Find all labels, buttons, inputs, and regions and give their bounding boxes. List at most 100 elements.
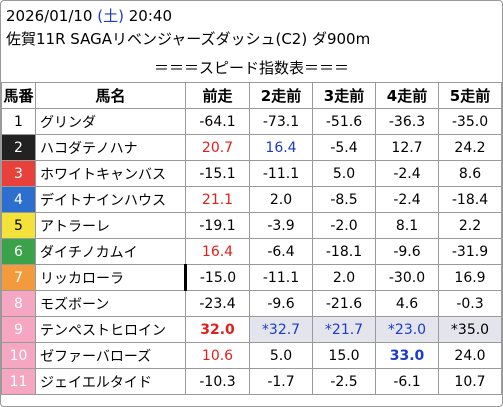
horse-number: 8 <box>1 290 36 317</box>
table-row: 5 アトラーレ -19.1 -3.9 -2.0 8.1 2.2 <box>1 212 502 239</box>
table-row: 10 ゼファーバローズ 10.6 5.0 15.0 33.0 24.0 <box>1 342 502 369</box>
horse-number: 3 <box>1 160 36 187</box>
speed-value: -11.1 <box>249 160 313 187</box>
speed-value: -51.6 <box>312 108 376 135</box>
speed-value: -36.3 <box>375 108 439 135</box>
horse-number: 5 <box>1 212 36 239</box>
race-name: 佐賀11R SAGAリベンジャーズダッシュ(C2) ダ900m <box>6 30 371 48</box>
speed-value: -9.6 <box>375 238 439 265</box>
table-row: 7 リッカローラ -15.0 -11.1 2.0 -30.0 16.9 <box>1 264 502 291</box>
col-header-2nd: 2走前 <box>249 82 313 109</box>
horse-number: 7 <box>1 264 36 291</box>
table-row: 4 デイトナインハウス 21.1 2.0 -8.5 -2.4 -18.4 <box>1 186 502 213</box>
race-datetime: 2026/01/10 (土) 20:40 <box>6 6 172 26</box>
speed-value: 8.6 <box>438 160 502 187</box>
speed-value: *35.0 <box>438 316 502 343</box>
horse-name: ハコダテノハナ <box>35 134 186 161</box>
speed-value: -5.4 <box>312 134 376 161</box>
speed-value: 32.0 <box>185 316 250 343</box>
speed-value: 10.7 <box>438 368 502 395</box>
speed-value: -73.1 <box>249 108 313 135</box>
race-time: 20:40 <box>128 7 172 25</box>
speed-value: -15.1 <box>185 160 250 187</box>
speed-value: 24.2 <box>438 134 502 161</box>
speed-value: 2.0 <box>249 186 313 213</box>
horse-number: 11 <box>1 368 36 395</box>
speed-value: -2.4 <box>375 186 439 213</box>
speed-value: *23.0 <box>375 316 439 343</box>
horse-name: テンペストヒロイン <box>35 316 186 343</box>
table-row: 8 モズボーン -23.4 -9.6 -21.6 4.6 -0.3 <box>1 290 502 317</box>
speed-value: -2.0 <box>312 212 376 239</box>
horse-name: アトラーレ <box>35 212 186 239</box>
horse-number: 10 <box>1 342 36 369</box>
speed-value: 16.4 <box>185 238 250 265</box>
speed-value: 5.0 <box>249 342 313 369</box>
horse-name: グリンダ <box>35 108 186 135</box>
col-header-last: 前走 <box>185 82 250 109</box>
speed-value: 20.7 <box>185 134 250 161</box>
speed-index-table: 馬番 馬名 前走 2走前 3走前 4走前 5走前 1 グリンダ -64.1 -73.1… <box>1 82 502 395</box>
speed-value: 16.9 <box>438 264 502 291</box>
race-date: 2026/01/10 <box>6 7 93 25</box>
speed-value: -30.0 <box>375 264 439 291</box>
speed-value: -35.0 <box>438 108 502 135</box>
speed-value: -2.4 <box>375 160 439 187</box>
speed-value: 8.1 <box>375 212 439 239</box>
speed-value: -21.6 <box>312 290 376 317</box>
speed-value: -6.1 <box>375 368 439 395</box>
table-row: 3 ホワイトキャンバス -15.1 -11.1 5.0 -2.4 8.6 <box>1 160 502 187</box>
speed-value: 2.0 <box>312 264 376 291</box>
speed-value: 4.6 <box>375 290 439 317</box>
speed-value: 12.7 <box>375 134 439 161</box>
table-row: 1 グリンダ -64.1 -73.1 -51.6 -36.3 -35.0 <box>1 108 502 135</box>
speed-value: *32.7 <box>249 316 313 343</box>
header-row: 馬番 馬名 前走 2走前 3走前 4走前 5走前 <box>1 82 502 109</box>
speed-value: 15.0 <box>312 342 376 369</box>
speed-value: -18.1 <box>312 238 376 265</box>
table-row: 2 ハコダテノハナ 20.7 16.4 -5.4 12.7 24.2 <box>1 134 502 161</box>
speed-value: -3.9 <box>249 212 313 239</box>
speed-value: -2.5 <box>312 368 376 395</box>
speed-value: 5.0 <box>312 160 376 187</box>
col-header-horse: 馬名 <box>35 82 186 109</box>
speed-value: 24.0 <box>438 342 502 369</box>
horse-number: 1 <box>1 108 36 135</box>
horse-name: ゼファーバローズ <box>35 342 186 369</box>
speed-value: -64.1 <box>185 108 250 135</box>
speed-value: *21.7 <box>312 316 376 343</box>
col-header-5th: 5走前 <box>438 82 502 109</box>
table-row: 11 ジェイエルタイド -10.3 -1.7 -2.5 -6.1 10.7 <box>1 368 502 395</box>
speed-value: -9.6 <box>249 290 313 317</box>
horse-name: ホワイトキャンバス <box>35 160 186 187</box>
speed-value: -23.4 <box>185 290 250 317</box>
horse-name: ダイチノカムイ <box>35 238 186 265</box>
horse-name: リッカローラ <box>35 264 187 291</box>
horse-number: 6 <box>1 238 36 265</box>
horse-number: 2 <box>1 134 36 161</box>
table-row: 9 テンペストヒロイン 32.0 *32.7 *21.7 *23.0 *35.0 <box>1 316 502 343</box>
speed-value: 16.4 <box>249 134 313 161</box>
race-weekday: (土) <box>97 7 124 25</box>
speed-value: -31.9 <box>438 238 502 265</box>
horse-name: デイトナインハウス <box>35 186 186 213</box>
speed-value: -11.1 <box>249 264 313 291</box>
speed-value: -6.4 <box>249 238 313 265</box>
speed-value: -0.3 <box>438 290 502 317</box>
speed-value: -8.5 <box>312 186 376 213</box>
speed-value: -10.3 <box>185 368 250 395</box>
horse-name: モズボーン <box>35 290 186 317</box>
col-header-4th: 4走前 <box>375 82 439 109</box>
col-header-3rd: 3走前 <box>312 82 376 109</box>
speed-value: 21.1 <box>185 186 250 213</box>
speed-value: -19.1 <box>185 212 250 239</box>
speed-value: -18.4 <box>438 186 502 213</box>
table-banner: ＝＝＝スピード指数表＝＝＝ <box>153 59 349 77</box>
speed-value: -1.7 <box>249 368 313 395</box>
speed-value: 2.2 <box>438 212 502 239</box>
horse-number: 4 <box>1 186 36 213</box>
speed-value: 10.6 <box>185 342 250 369</box>
table-row: 6 ダイチノカムイ 16.4 -6.4 -18.1 -9.6 -31.9 <box>1 238 502 265</box>
horse-name: ジェイエルタイド <box>35 368 186 395</box>
speed-value: 33.0 <box>375 342 439 369</box>
